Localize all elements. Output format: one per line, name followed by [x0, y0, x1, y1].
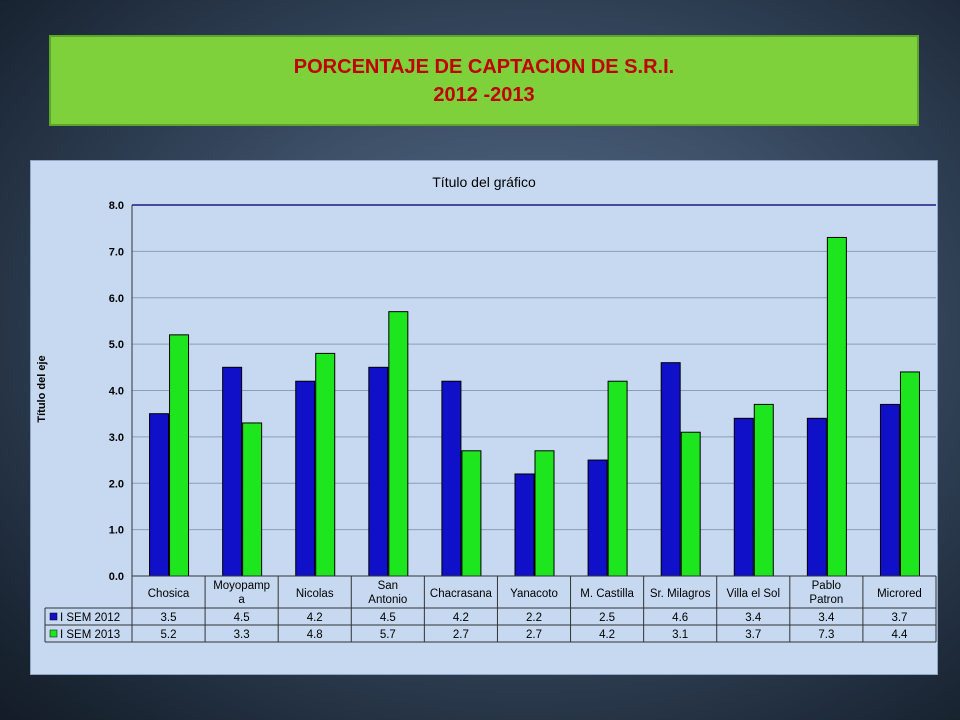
bar-sem2013 [826, 236, 847, 577]
bar-sem2012 [587, 459, 608, 577]
title-line-1: PORCENTAJE DE CAPTACION DE S.R.I. [293, 55, 675, 78]
bar-chart: Título del gráfico Título del eje 0.0 1.0… [36, 174, 937, 643]
data-table-value: 2.2 [526, 612, 542, 624]
legend-label: I SEM 2012 [60, 612, 120, 624]
bar-sem2013 [899, 371, 920, 577]
x-category-label: Nicolas [296, 588, 334, 600]
y-tick-label: 6.0 [109, 293, 124, 305]
bar-sem2013 [315, 352, 336, 577]
x-category-label: Antonio [368, 594, 407, 606]
data-table-value: 4.2 [307, 612, 323, 624]
bar-sem2013 [607, 380, 628, 577]
bar-sem2013 [242, 422, 263, 577]
data-table-value: 2.7 [526, 629, 542, 641]
table-header-bg [132, 576, 936, 608]
data-table-value: 5.2 [161, 629, 177, 641]
data-table-value: 3.7 [745, 629, 761, 641]
data-table-value: 3.7 [891, 612, 907, 624]
title-banner: PORCENTAJE DE CAPTACION DE S.R.I. 2012 -… [49, 35, 919, 126]
data-table-value: 3.3 [234, 629, 250, 641]
bar-sem2012 [222, 366, 243, 577]
title-line-2: 2012 -2013 [433, 83, 535, 106]
chart-frame: Título del gráfico Título del eje 0.0 1.0… [30, 160, 938, 675]
x-category-label: San [378, 580, 398, 592]
data-table-value: 4.5 [380, 612, 396, 624]
bar-sem2012 [368, 366, 389, 577]
bar-sem2013 [534, 450, 555, 577]
x-category-label: Yanacoto [510, 588, 558, 600]
y-axis-title: Título del eje [36, 355, 48, 422]
bar-sem2013 [753, 403, 774, 577]
data-table-value: 3.5 [161, 612, 177, 624]
x-category-label: Chosica [148, 588, 190, 600]
bar-sem2012 [149, 413, 170, 577]
data-table-value: 4.6 [672, 612, 688, 624]
bar-sem2013 [388, 311, 409, 577]
legend-key-sem2012 [49, 612, 58, 621]
x-category-label: Patron [809, 594, 843, 606]
data-table-value: 2.5 [599, 612, 615, 624]
y-tick-label: 3.0 [109, 432, 124, 444]
y-tick-label: 2.0 [109, 478, 124, 490]
y-tick-label: 4.0 [109, 386, 124, 398]
data-table-value: 4.2 [453, 612, 469, 624]
x-category-label: a [238, 594, 245, 606]
y-tick-label: 7.0 [109, 246, 124, 258]
bar-sem2012 [879, 403, 900, 577]
y-tick-label: 5.0 [109, 339, 124, 351]
data-table-value: 4.4 [891, 629, 908, 641]
data-table-value: 3.4 [745, 612, 762, 624]
bar-sem2012 [806, 417, 827, 577]
y-tick-label: 0.0 [109, 571, 124, 583]
data-table-value: 4.5 [234, 612, 250, 624]
data-table-value: 7.3 [818, 629, 834, 641]
x-category-label: Moyopamp [213, 580, 270, 592]
bar-sem2013 [680, 431, 701, 577]
legend-key-sem2013 [49, 629, 58, 638]
bar-sem2012 [441, 380, 462, 577]
legend-label: I SEM 2013 [60, 629, 120, 641]
chart-title: Título del gráfico [432, 174, 536, 190]
x-category-label: Microred [877, 588, 922, 600]
bar-sem2013 [169, 334, 190, 577]
y-tick-label: 1.0 [109, 525, 124, 537]
x-category-label: Chacrasana [430, 588, 493, 600]
x-category-label: Villa el Sol [727, 588, 781, 600]
data-table-value: 3.4 [818, 612, 835, 624]
data-table-value: 4.8 [307, 629, 323, 641]
bar-sem2012 [660, 362, 681, 577]
data-table-value: 5.7 [380, 629, 396, 641]
bar-sem2012 [514, 473, 535, 577]
bar-sem2013 [461, 450, 482, 577]
x-category-label: Sr. Milagros [650, 588, 711, 600]
y-tick-label: 8.0 [109, 200, 124, 212]
data-table-value: 2.7 [453, 629, 469, 641]
x-category-label: Pablo [812, 580, 841, 592]
bar-sem2012 [733, 417, 754, 577]
data-table-value: 4.2 [599, 629, 615, 641]
x-category-label: M. Castilla [580, 588, 634, 600]
bar-sem2012 [295, 380, 316, 577]
data-table-value: 3.1 [672, 629, 688, 641]
